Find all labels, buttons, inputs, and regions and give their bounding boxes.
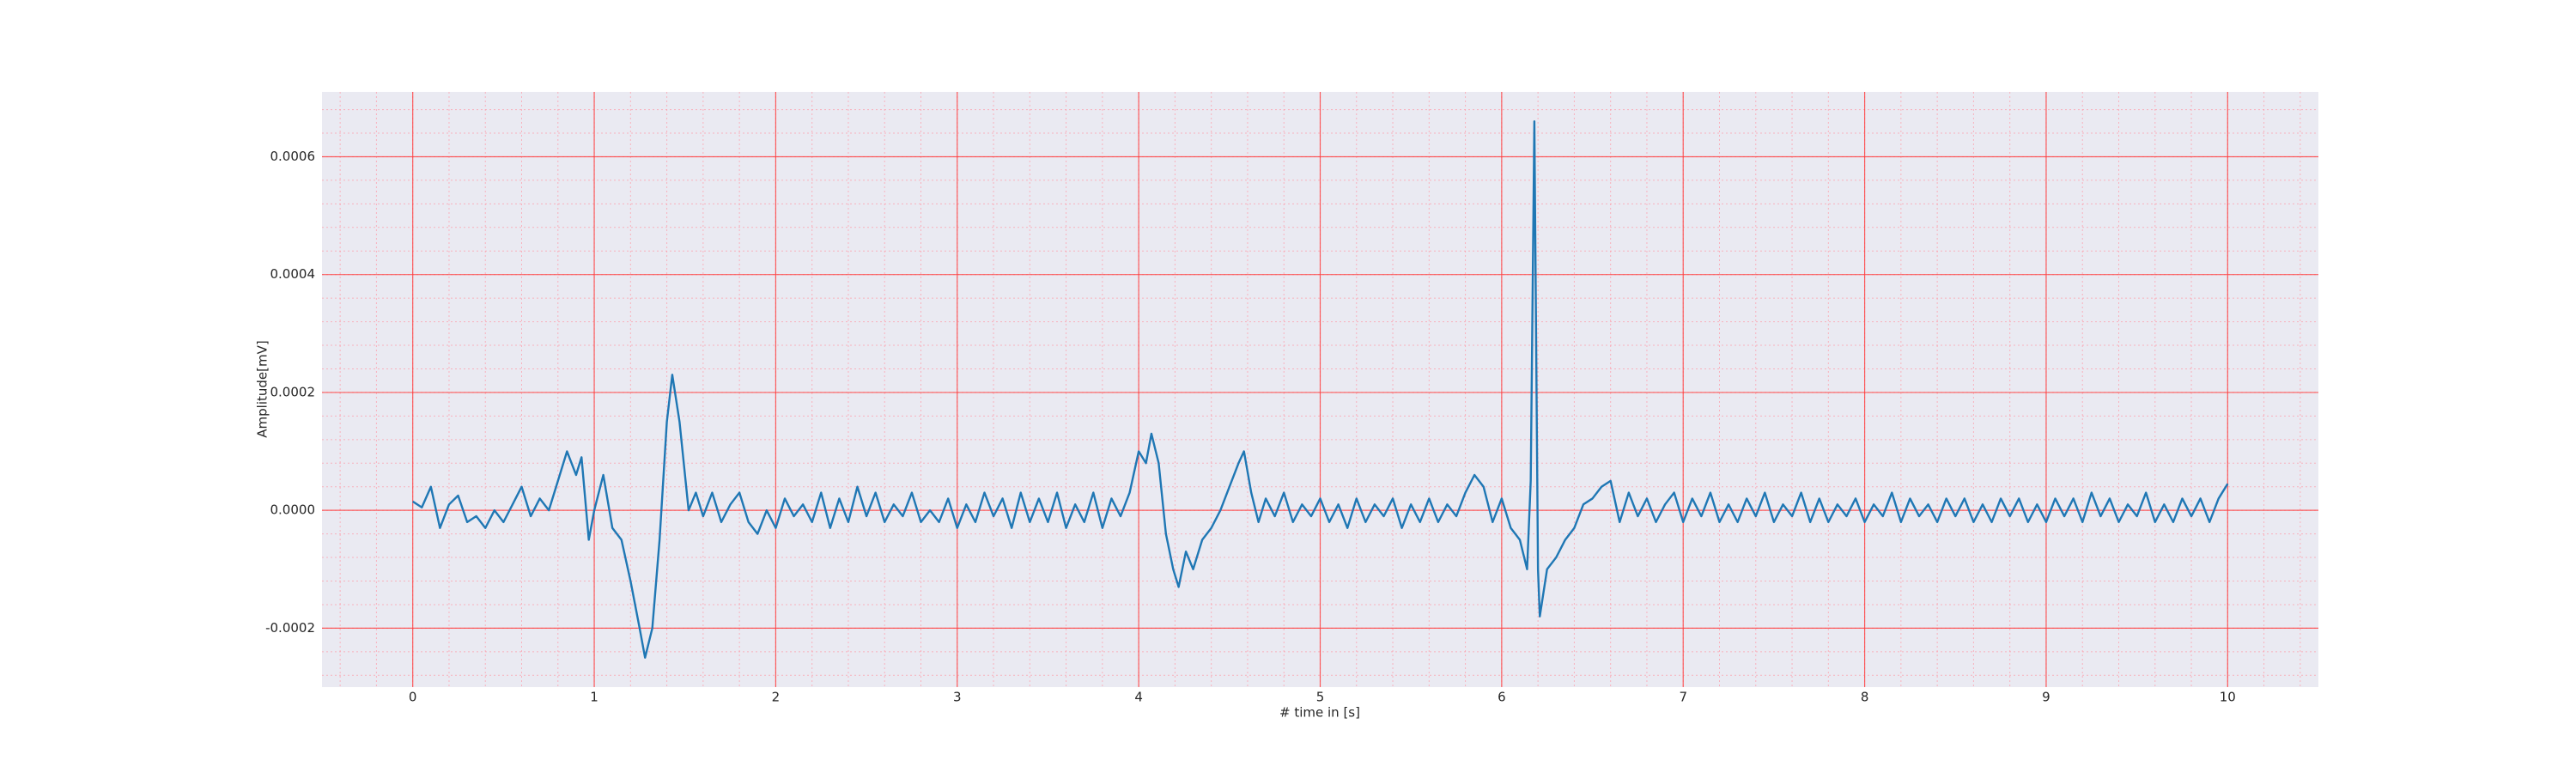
x-tick-label: 5 [1316, 690, 1325, 705]
y-tick-label: 0.0006 [270, 149, 316, 164]
x-tick-label: 8 [1861, 690, 1869, 705]
x-tick-label: 10 [2220, 690, 2236, 705]
x-tick-label: 2 [772, 690, 781, 705]
lines [412, 120, 2229, 659]
x-tick-label: 0 [409, 690, 417, 705]
x-tick-label: 1 [590, 690, 598, 705]
x-tick-label: 7 [1679, 690, 1687, 705]
y-tick-label: -0.0002 [265, 620, 315, 636]
signal-line [412, 120, 2229, 659]
y-tick-label: 0.0004 [270, 266, 316, 282]
grid [322, 92, 2318, 687]
x-tick-label: 6 [1498, 690, 1506, 705]
y-axis-label: Amplitude[mV] [255, 340, 270, 437]
x-tick-label: 4 [1134, 690, 1143, 705]
x-tick-label: 3 [953, 690, 962, 705]
y-tick-label: 0.0000 [270, 502, 316, 518]
x-axis-label: # time in [s] [1279, 705, 1360, 721]
y-tick-label: 0.0002 [270, 384, 316, 399]
ticks: 0 1 2 3 4 5 6 7 8 9 10 -0.0002 0.0000 0.0002 0.0004 0.0… [265, 149, 2236, 705]
x-tick-label: 9 [2042, 690, 2050, 705]
